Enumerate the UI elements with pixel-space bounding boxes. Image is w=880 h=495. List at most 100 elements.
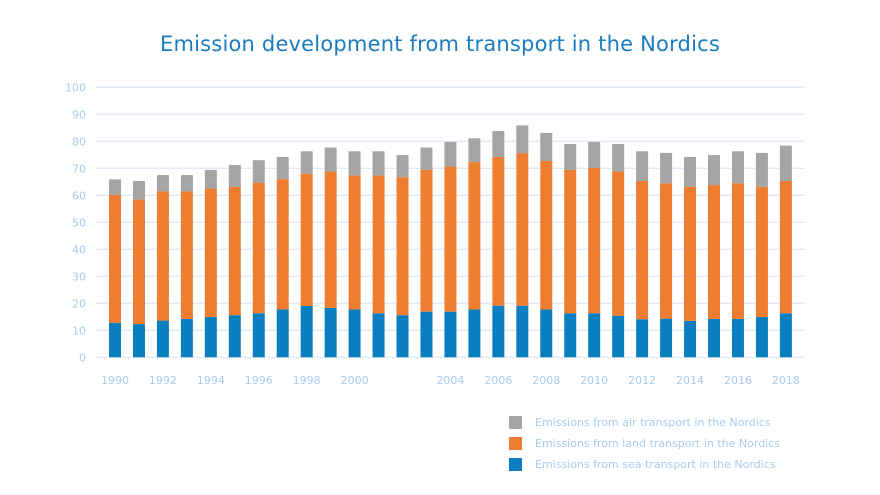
bar-segment-air — [540, 132, 553, 162]
bar-segment-land — [516, 153, 529, 306]
bar-segment-sea — [396, 315, 409, 358]
x-tick-label: 2008 — [532, 374, 560, 387]
bar-segment-land — [612, 171, 625, 316]
chart-title: Emission development from transport in t… — [160, 32, 720, 56]
bar-segment-sea — [612, 315, 625, 358]
legend-label-land: Emissions from land transport in the Nor… — [535, 437, 781, 450]
bar-segment-sea — [228, 315, 241, 358]
bar-segment-sea — [516, 305, 529, 358]
y-tick-label: 0 — [79, 351, 86, 364]
x-tick-label: 2004 — [436, 374, 464, 387]
bar-segment-land — [636, 180, 649, 320]
x-tick-label: 1998 — [293, 374, 321, 387]
bar-segment-air — [228, 165, 241, 187]
bar-segment-sea — [468, 309, 481, 358]
x-tick-label: 2014 — [676, 374, 704, 387]
bar-segment-sea — [180, 318, 193, 358]
bar-segment-sea — [156, 320, 169, 358]
x-tick-label: 2016 — [724, 374, 752, 387]
bar-segment-air — [156, 175, 169, 192]
bar-segment-sea — [276, 309, 289, 358]
legend: Emissions from air transport in the Nord… — [509, 412, 780, 475]
bar-segment-sea — [708, 318, 720, 358]
y-tick-label: 10 — [72, 324, 86, 337]
legend-swatch-air — [509, 416, 522, 429]
bar-segment-sea — [372, 313, 385, 358]
bar-segment-sea — [204, 317, 217, 358]
bar-segment-air — [755, 152, 768, 187]
y-tick-label: 100 — [65, 81, 86, 94]
bar-segment-sea — [324, 307, 337, 358]
x-tick-label: 1996 — [245, 374, 273, 387]
bar-segment-air — [420, 147, 433, 170]
bar-segment-land — [300, 173, 313, 306]
y-tick-label: 50 — [72, 216, 86, 229]
y-tick-label: 90 — [72, 108, 86, 121]
bar-segment-land — [348, 175, 361, 310]
bar-segment-land — [588, 168, 601, 314]
legend-item-land: Emissions from land transport in the Nor… — [509, 433, 780, 454]
bar-segment-sea — [564, 313, 577, 358]
bar-segment-land — [684, 186, 697, 321]
legend-label-air: Emissions from air transport in the Nord… — [535, 416, 771, 429]
bar-segment-sea — [109, 322, 121, 358]
bar-segment-air — [779, 145, 792, 181]
bar-segment-air — [348, 151, 361, 176]
bar-segment-land — [755, 186, 768, 318]
legend-item-sea: Emissions from sea transport in the Nord… — [509, 454, 780, 475]
bar-segment-land — [156, 191, 169, 321]
bar-segment-land — [276, 179, 289, 310]
x-tick-label: 2010 — [580, 374, 608, 387]
bar-segment-sea — [132, 324, 145, 358]
x-tick-label: 2012 — [628, 374, 656, 387]
legend-swatch-sea — [509, 458, 522, 471]
bar-segment-sea — [540, 309, 553, 358]
bar-segment-land — [708, 185, 720, 319]
bar-segment-air — [372, 151, 385, 176]
y-tick-label: 80 — [72, 135, 86, 148]
bar-segment-sea — [636, 319, 649, 358]
bar-segment-sea — [660, 318, 673, 358]
bar-segment-sea — [420, 311, 433, 358]
bar-segment-land — [492, 156, 505, 306]
y-tick-label: 60 — [72, 189, 86, 202]
bar-segment-land — [660, 183, 673, 319]
bar-segment-sea — [492, 305, 505, 358]
bar-segment-air — [731, 151, 744, 184]
bar-segment-land — [540, 161, 553, 310]
bar-segment-air — [324, 147, 337, 172]
bar-segment-air — [660, 152, 673, 184]
bar-segment-land — [228, 186, 241, 316]
x-tick-label: 2018 — [772, 374, 800, 387]
x-tick-label: 1990 — [101, 374, 129, 387]
bar-segment-sea — [755, 317, 768, 358]
bar-segment-sea — [588, 313, 601, 358]
bar-segment-air — [132, 180, 145, 200]
bar-segment-air — [204, 169, 217, 189]
bar-segment-land — [372, 175, 385, 314]
y-tick-label: 70 — [72, 162, 86, 175]
bar-segment-sea — [348, 309, 361, 358]
x-tick-label: 2000 — [341, 374, 369, 387]
bar-segment-sea — [731, 318, 744, 358]
legend-swatch-land — [509, 437, 522, 450]
bar-segment-air — [468, 138, 481, 163]
bar-segment-air — [636, 151, 649, 181]
x-tick-label: 1992 — [149, 374, 177, 387]
bar-segment-air — [180, 175, 193, 192]
bar-segment-sea — [252, 313, 265, 358]
bar-segment-air — [708, 155, 720, 186]
bar-segment-air — [564, 144, 577, 170]
bar-segment-air — [444, 141, 457, 167]
y-tick-label: 40 — [72, 243, 86, 256]
bar-segment-sea — [444, 311, 457, 358]
y-tick-label: 30 — [72, 270, 86, 283]
y-tick-label: 20 — [72, 297, 86, 310]
bar-segment-air — [252, 160, 265, 183]
x-tick-label: 2006 — [484, 374, 512, 387]
bar-segment-land — [324, 171, 337, 308]
bar-segment-land — [180, 191, 193, 319]
bar-segment-land — [109, 195, 121, 323]
bar-segment-land — [444, 166, 457, 312]
